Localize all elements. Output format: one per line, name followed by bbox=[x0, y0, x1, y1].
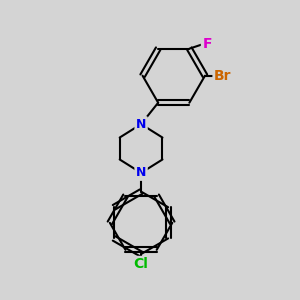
Text: N: N bbox=[136, 118, 146, 130]
Text: N: N bbox=[136, 167, 146, 179]
Text: F: F bbox=[202, 37, 212, 51]
Text: Br: Br bbox=[214, 69, 232, 83]
Text: Cl: Cl bbox=[134, 257, 148, 272]
